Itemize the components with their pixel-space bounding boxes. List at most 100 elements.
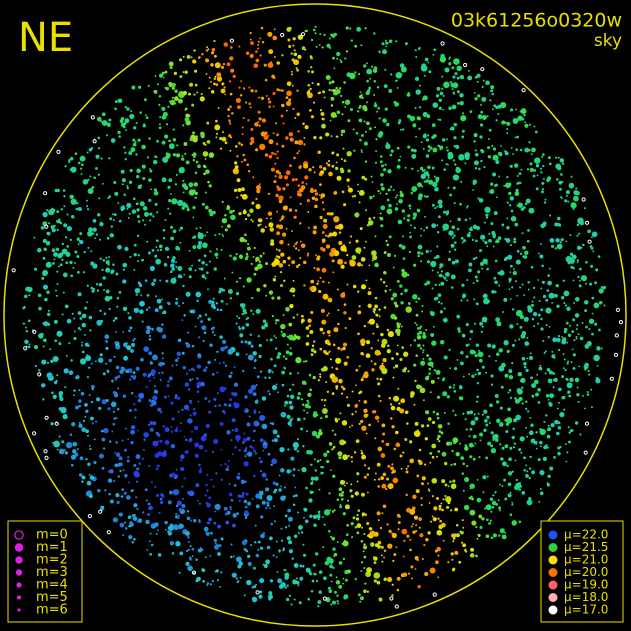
star bbox=[342, 244, 346, 247]
star bbox=[533, 379, 539, 385]
star bbox=[146, 548, 149, 551]
star bbox=[451, 88, 454, 91]
star bbox=[120, 366, 124, 370]
star bbox=[567, 360, 570, 363]
star bbox=[65, 261, 69, 265]
star bbox=[294, 494, 298, 497]
star bbox=[431, 495, 434, 498]
star bbox=[224, 93, 227, 96]
star bbox=[91, 185, 95, 189]
star bbox=[181, 504, 186, 508]
star bbox=[283, 367, 287, 370]
star bbox=[319, 108, 323, 112]
star bbox=[217, 107, 220, 110]
star bbox=[105, 289, 110, 294]
star bbox=[287, 421, 292, 426]
star bbox=[179, 226, 184, 230]
star bbox=[290, 73, 293, 76]
star bbox=[53, 258, 56, 261]
star bbox=[494, 184, 497, 187]
star bbox=[150, 481, 153, 484]
star bbox=[124, 151, 127, 154]
star bbox=[456, 90, 460, 94]
star bbox=[327, 160, 331, 163]
star bbox=[255, 553, 260, 558]
star bbox=[46, 290, 50, 294]
star bbox=[249, 208, 254, 214]
star bbox=[349, 27, 352, 30]
star bbox=[271, 439, 275, 442]
star bbox=[400, 292, 403, 296]
star bbox=[596, 364, 599, 367]
star bbox=[268, 290, 274, 295]
star bbox=[109, 499, 114, 504]
star bbox=[122, 279, 127, 284]
star bbox=[270, 167, 275, 172]
star bbox=[304, 29, 307, 33]
bright-star bbox=[583, 450, 588, 455]
star bbox=[81, 313, 87, 319]
star bbox=[312, 572, 315, 575]
star bbox=[514, 163, 519, 168]
star bbox=[408, 204, 412, 208]
star bbox=[497, 113, 500, 116]
star bbox=[252, 255, 255, 258]
star bbox=[51, 248, 56, 253]
star bbox=[464, 152, 471, 158]
star bbox=[490, 182, 494, 186]
star bbox=[504, 497, 508, 501]
star bbox=[293, 49, 296, 52]
star bbox=[114, 463, 119, 468]
star bbox=[302, 543, 305, 546]
star bbox=[436, 437, 439, 441]
star bbox=[442, 498, 445, 501]
star bbox=[253, 474, 256, 478]
star bbox=[125, 369, 130, 374]
star bbox=[331, 448, 334, 451]
star bbox=[232, 392, 238, 397]
star bbox=[440, 302, 443, 305]
star bbox=[345, 396, 349, 399]
star bbox=[480, 330, 483, 333]
star bbox=[422, 111, 428, 117]
star bbox=[433, 506, 438, 511]
star bbox=[488, 232, 491, 235]
star bbox=[481, 96, 487, 102]
star bbox=[148, 337, 152, 341]
star bbox=[489, 99, 492, 102]
star bbox=[290, 394, 295, 399]
star bbox=[286, 584, 289, 587]
star bbox=[56, 283, 59, 286]
star bbox=[164, 450, 166, 453]
star bbox=[179, 241, 182, 244]
star bbox=[426, 280, 431, 285]
star bbox=[171, 96, 174, 99]
star bbox=[453, 384, 456, 387]
star bbox=[244, 395, 248, 399]
star bbox=[114, 316, 118, 320]
star bbox=[442, 108, 445, 111]
star bbox=[86, 205, 89, 208]
star bbox=[245, 492, 249, 496]
star bbox=[402, 572, 408, 577]
star bbox=[102, 259, 106, 262]
star bbox=[356, 110, 360, 113]
star bbox=[390, 417, 393, 420]
star bbox=[230, 555, 233, 559]
star bbox=[322, 224, 328, 229]
star bbox=[132, 142, 137, 147]
star bbox=[597, 255, 601, 258]
star bbox=[413, 430, 421, 438]
star bbox=[389, 185, 393, 188]
star bbox=[175, 261, 178, 264]
star bbox=[339, 479, 345, 485]
star bbox=[401, 346, 405, 349]
star bbox=[425, 226, 429, 229]
star bbox=[265, 478, 268, 481]
star bbox=[420, 234, 423, 237]
star bbox=[46, 312, 51, 317]
star bbox=[62, 291, 65, 294]
star bbox=[268, 154, 273, 159]
star bbox=[177, 266, 183, 271]
star bbox=[380, 183, 384, 187]
